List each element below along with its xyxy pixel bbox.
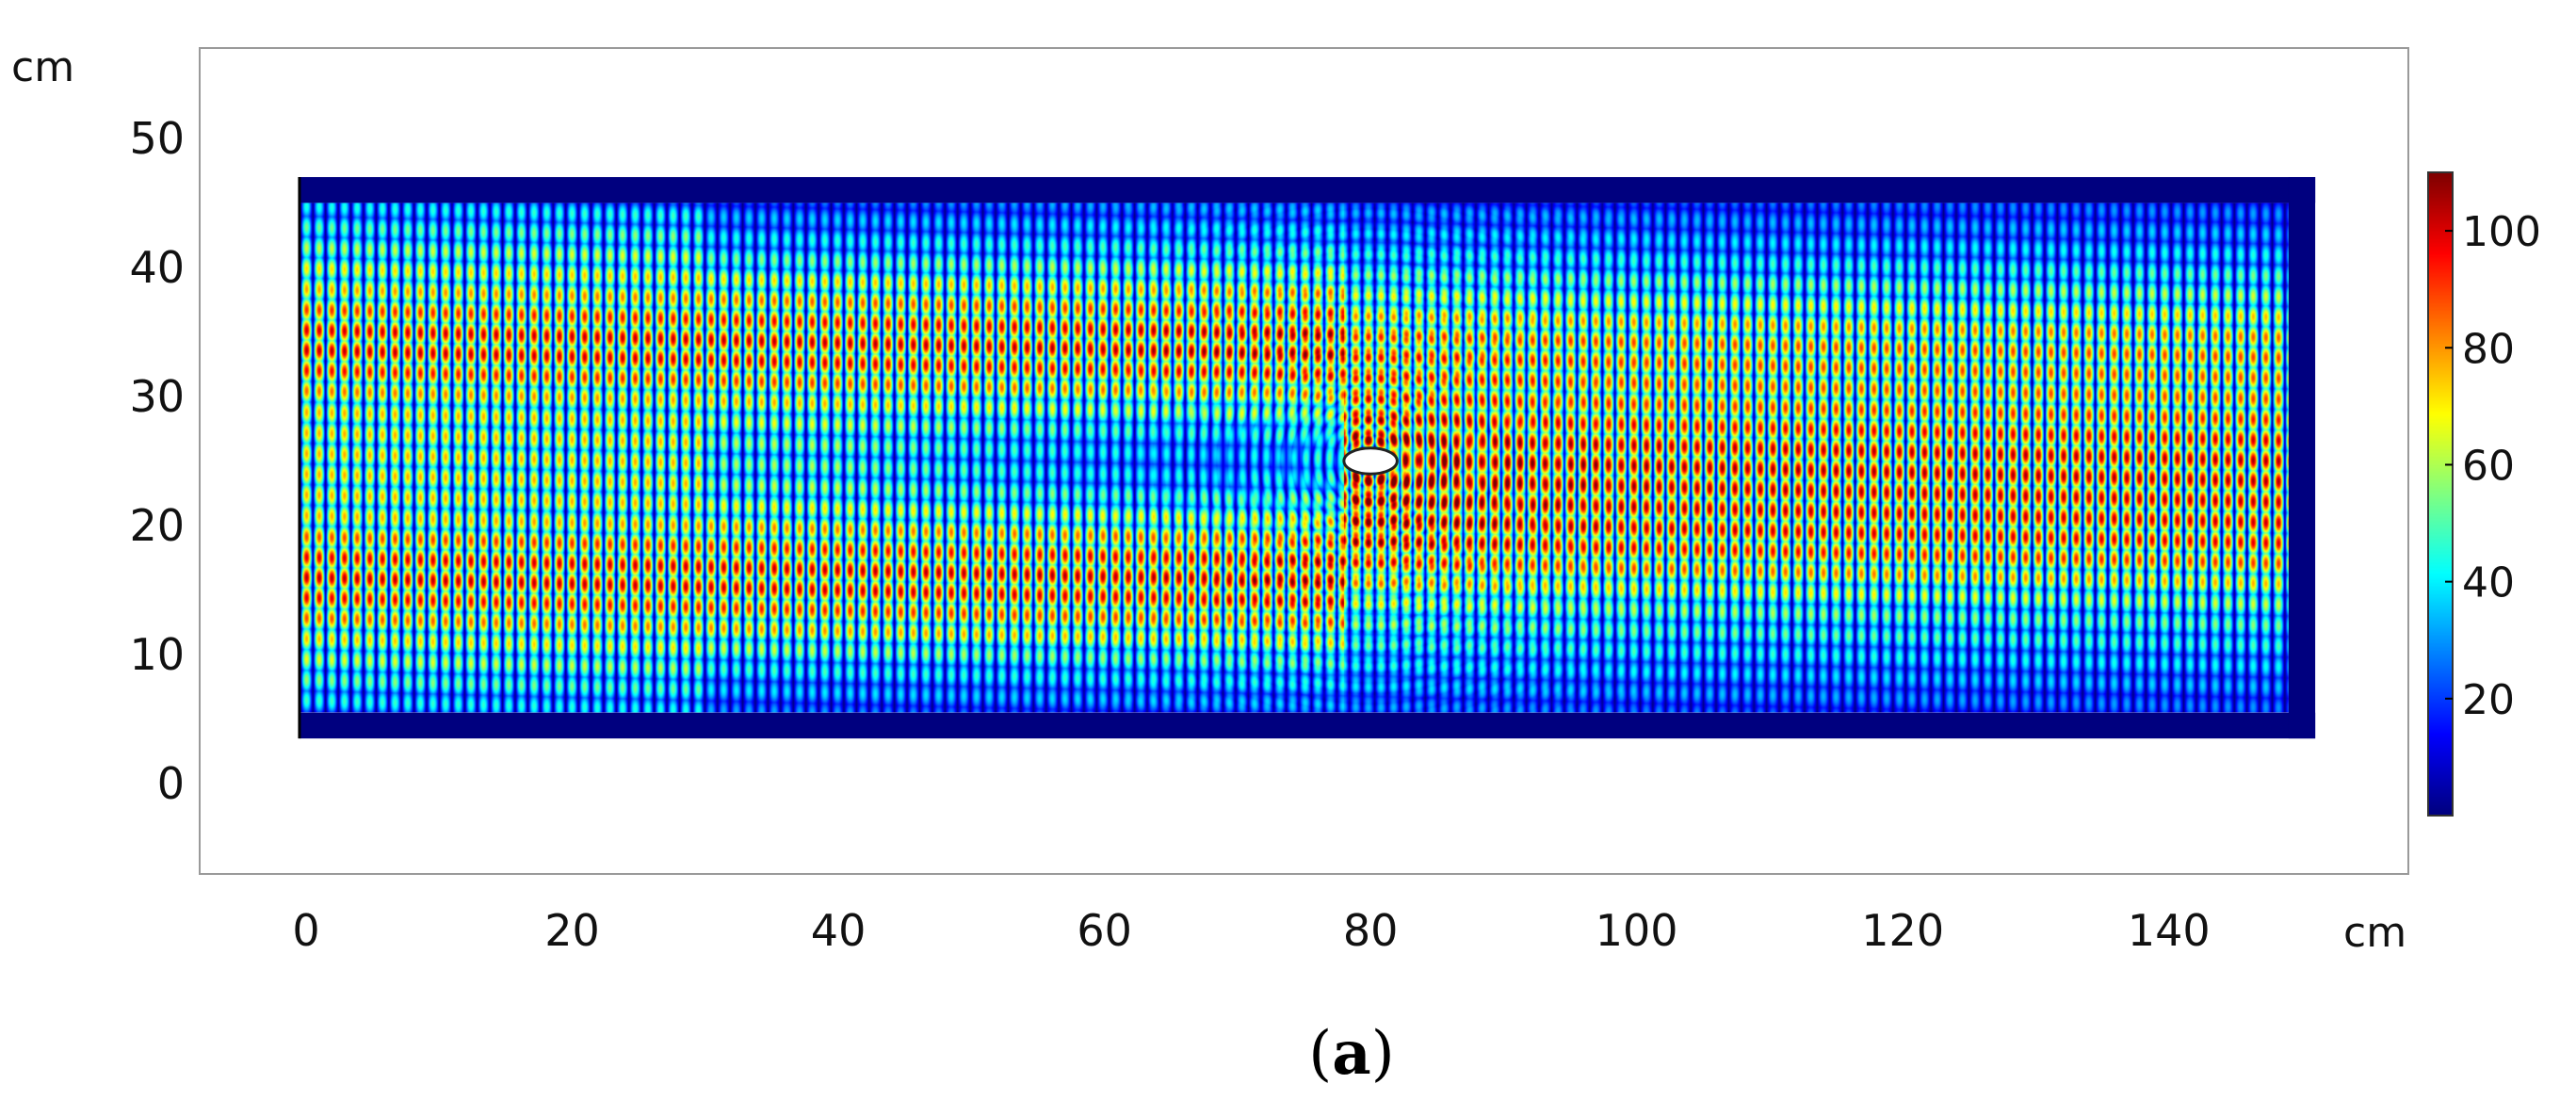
caption-letter: a [1332,1018,1370,1089]
x-unit-label: cm [2343,909,2406,957]
colorbar-tick-label: 20 [2462,676,2515,724]
x-tick-label: 120 [1861,905,1944,956]
y-tick-label: 0 [157,758,185,809]
colorbar-tick-label: 40 [2462,559,2515,607]
bottom-wall [299,712,2316,739]
right-wall [2288,177,2316,739]
colorbar-ticks: 20 40 60 80 100 [2445,208,2541,724]
y-unit-label: cm [11,43,74,91]
figure-caption: (a) [1308,1018,1394,1089]
x-tick-label: 100 [1596,905,1678,956]
x-tick-label: 80 [1343,905,1399,956]
caption-open-paren: ( [1308,1019,1332,1089]
x-tick-label: 60 [1077,905,1132,956]
colorbar-frame [2427,171,2454,817]
y-tick-label: 40 [129,242,185,293]
obstacle-ellipse [1342,446,1399,476]
colorbar-tick-label: 80 [2462,325,2515,373]
colorbar-gradient [2428,172,2453,816]
y-tick-label: 20 [129,500,185,551]
y-tick-label: 30 [129,371,185,422]
y-tick-label: 50 [129,113,185,164]
caption-close-paren: ) [1371,1019,1395,1089]
colorbar-tick-label: 100 [2462,208,2541,256]
x-axis-ticks: 0 20 40 60 80 100 120 140 [292,905,2210,956]
y-axis-ticks: 0 10 20 30 40 50 [129,113,185,809]
x-tick-label: 20 [544,905,600,956]
heatmap-field [299,202,2289,713]
top-wall [299,177,2316,203]
x-tick-label: 0 [292,905,319,956]
y-tick-label: 10 [129,629,185,680]
colorbar-tick-label: 60 [2462,442,2515,490]
x-tick-label: 140 [2128,905,2211,956]
domain-walls [298,177,2316,739]
x-tick-label: 40 [811,905,867,956]
